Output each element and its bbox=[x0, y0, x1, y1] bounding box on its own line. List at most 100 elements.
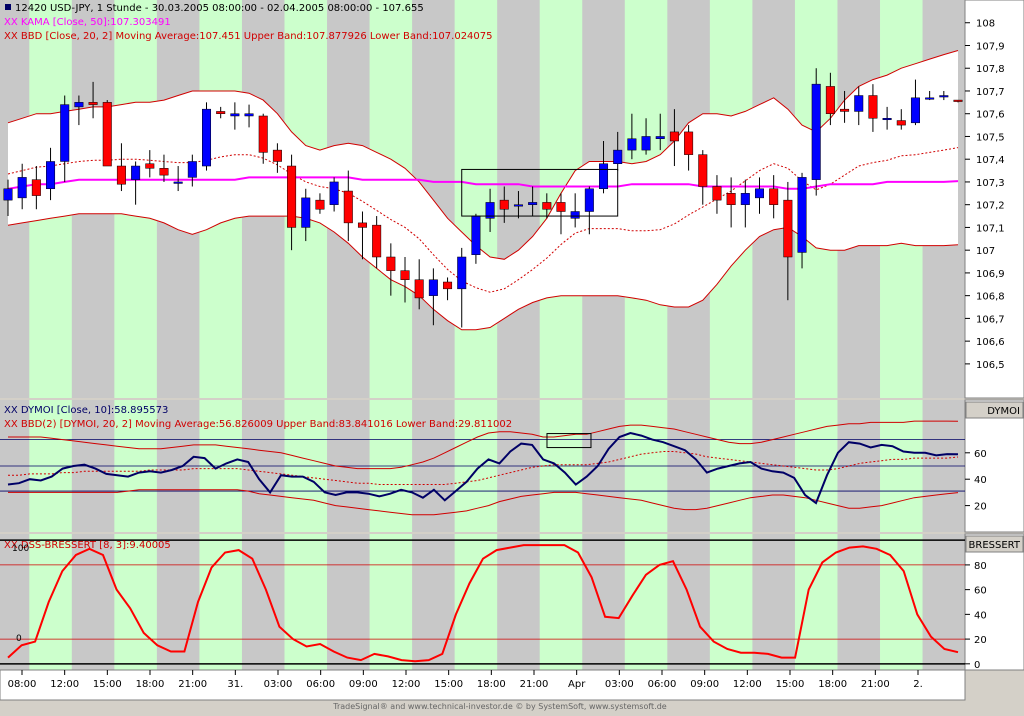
candle-body[interactable] bbox=[570, 211, 580, 219]
candle-body[interactable] bbox=[159, 168, 169, 176]
time-stripe bbox=[241, 534, 285, 670]
candle-body[interactable] bbox=[953, 99, 963, 102]
candle-body[interactable] bbox=[528, 202, 538, 205]
candle-body[interactable] bbox=[3, 188, 13, 201]
candle-body[interactable] bbox=[202, 108, 212, 167]
time-stripe bbox=[582, 534, 626, 670]
price-axis[interactable] bbox=[964, 0, 1024, 399]
candle-body[interactable] bbox=[145, 163, 155, 169]
candle-body[interactable] bbox=[513, 204, 523, 207]
candle-body[interactable] bbox=[925, 97, 935, 100]
candle-body[interactable] bbox=[443, 281, 453, 290]
candle-body[interactable] bbox=[840, 108, 850, 112]
candle-body[interactable] bbox=[471, 215, 481, 255]
time-stripe bbox=[156, 534, 200, 670]
price-tick-label: 106,6 bbox=[976, 337, 1005, 348]
candle-body[interactable] bbox=[386, 256, 396, 271]
candle-body[interactable] bbox=[60, 104, 70, 162]
selection-box[interactable] bbox=[461, 168, 619, 217]
candle-body[interactable] bbox=[613, 149, 623, 164]
time-tick-label: 15:00 bbox=[93, 679, 122, 690]
candle-body[interactable] bbox=[428, 279, 438, 296]
candle-body[interactable] bbox=[698, 154, 708, 187]
time-axis[interactable] bbox=[0, 669, 966, 701]
candle-body[interactable] bbox=[769, 188, 779, 205]
candle-body[interactable] bbox=[173, 181, 183, 184]
time-tick-label: 08:00 bbox=[8, 679, 37, 690]
candle-body[interactable] bbox=[854, 95, 864, 112]
candle-body[interactable] bbox=[88, 102, 98, 105]
candle-body[interactable] bbox=[244, 113, 254, 117]
time-stripe bbox=[709, 534, 753, 670]
candle-body[interactable] bbox=[684, 131, 694, 155]
candle-body[interactable] bbox=[116, 165, 126, 185]
candle-body[interactable] bbox=[485, 202, 495, 219]
candle-body[interactable] bbox=[783, 199, 793, 258]
candle-body[interactable] bbox=[584, 188, 594, 212]
candle-body[interactable] bbox=[627, 138, 637, 151]
candle-body[interactable] bbox=[272, 149, 282, 162]
candle-body[interactable] bbox=[910, 97, 920, 124]
candle-body[interactable] bbox=[46, 161, 56, 190]
candle-body[interactable] bbox=[216, 111, 226, 114]
candle-body[interactable] bbox=[287, 165, 297, 228]
candle-body[interactable] bbox=[102, 102, 112, 167]
candle-body[interactable] bbox=[599, 163, 609, 190]
dymoi-selection-box[interactable] bbox=[546, 433, 592, 449]
time-tick-label: 21:00 bbox=[520, 679, 549, 690]
candle-body[interactable] bbox=[357, 222, 367, 228]
candle-body[interactable] bbox=[939, 95, 949, 98]
bbd-legend[interactable]: XX BBD [Close, 20, 2] Moving Average:107… bbox=[4, 31, 493, 42]
candle-body[interactable] bbox=[754, 188, 764, 199]
dymoi-legend[interactable]: XX DYMOI [Close, 10]:58.895573 bbox=[4, 405, 168, 416]
price-tick-label: 106,9 bbox=[976, 269, 1005, 280]
candle-body[interactable] bbox=[400, 270, 410, 280]
bbd2-legend[interactable]: XX BBD(2) [DYMOI, 20, 2] Moving Average:… bbox=[4, 419, 512, 430]
candle-body[interactable] bbox=[882, 118, 892, 121]
dymoi-tab-label: DYMOI bbox=[987, 406, 1020, 417]
dss-legend[interactable]: XX DSS-BRESSERT [8, 3]:9.40005 bbox=[4, 540, 171, 551]
candle-body[interactable] bbox=[896, 120, 906, 126]
time-stripe bbox=[794, 534, 838, 670]
candle-body[interactable] bbox=[17, 177, 27, 199]
candle-body[interactable] bbox=[499, 199, 509, 210]
dymoi-axis[interactable] bbox=[964, 399, 1024, 533]
candle-body[interactable] bbox=[457, 256, 467, 290]
candle-body[interactable] bbox=[669, 131, 679, 142]
candle-body[interactable] bbox=[31, 179, 41, 196]
bressert-tab[interactable] bbox=[965, 535, 1024, 553]
time-stripe bbox=[327, 534, 371, 670]
candle-body[interactable] bbox=[131, 165, 141, 180]
candle-body[interactable] bbox=[414, 279, 424, 299]
candle-body[interactable] bbox=[641, 136, 651, 151]
candle-body[interactable] bbox=[726, 193, 736, 205]
candle-body[interactable] bbox=[315, 199, 325, 210]
candle-body[interactable] bbox=[868, 95, 878, 119]
dss-axis[interactable] bbox=[964, 533, 1024, 671]
candle-body[interactable] bbox=[187, 161, 197, 178]
candle-body[interactable] bbox=[301, 197, 311, 228]
time-tick-label: 12:00 bbox=[392, 679, 421, 690]
dymoi-tab[interactable] bbox=[965, 401, 1024, 419]
dymoi-tick-label: 40 bbox=[974, 475, 987, 486]
candle-body[interactable] bbox=[655, 136, 665, 139]
kama-legend[interactable]: XX KAMA [Close, 50]:107.303491 bbox=[4, 17, 171, 28]
candle-body[interactable] bbox=[797, 177, 807, 253]
candle-body[interactable] bbox=[542, 202, 552, 210]
candle-body[interactable] bbox=[372, 224, 382, 258]
candle-body[interactable] bbox=[74, 102, 84, 108]
candle-body[interactable] bbox=[329, 181, 339, 205]
candle-body[interactable] bbox=[258, 115, 268, 153]
candle-body[interactable] bbox=[230, 113, 240, 117]
dss-line bbox=[7, 544, 959, 663]
candle-body[interactable] bbox=[740, 193, 750, 205]
candle-body[interactable] bbox=[343, 190, 353, 224]
candle-body[interactable] bbox=[556, 202, 566, 212]
candle-body[interactable] bbox=[811, 83, 821, 180]
time-tick-label: 18:00 bbox=[136, 679, 165, 690]
candle-body[interactable] bbox=[825, 86, 835, 114]
time-stripe bbox=[369, 534, 413, 670]
candle-body[interactable] bbox=[712, 186, 722, 201]
time-stripe bbox=[199, 534, 243, 670]
